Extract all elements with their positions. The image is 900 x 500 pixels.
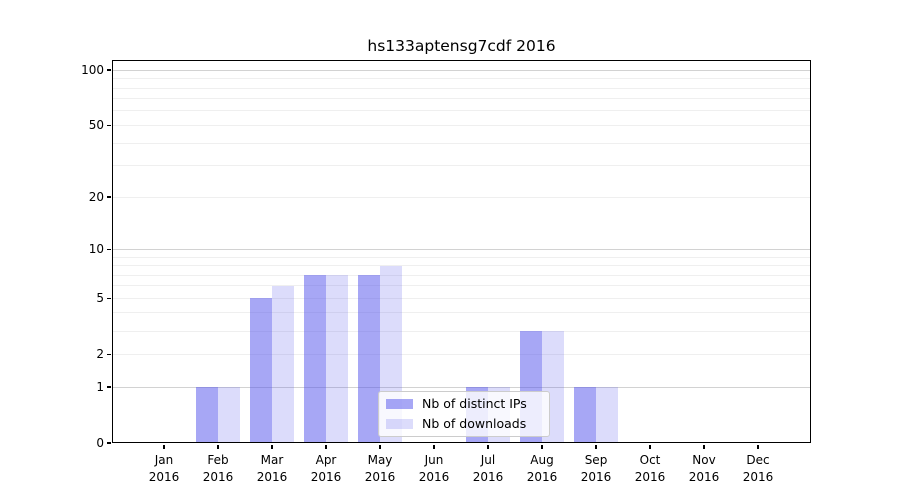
downloads-swatch [386,419,413,429]
x-tick-mark [325,445,327,449]
x-tick-mark [757,445,759,449]
bar-downloads [596,387,618,443]
bar-distinct-ips [304,275,326,443]
legend-label: Nb of distinct IPs [422,396,527,411]
bar-distinct-ips [250,298,272,443]
distinct-ips-swatch [386,399,413,409]
y-tick-mark [107,353,111,355]
minor-gridline [112,285,811,287]
x-tick-mark [379,445,381,449]
legend-item: Nb of downloads [386,417,541,431]
minor-gridline [112,297,811,299]
x-tick-label: Jul 2016 [472,453,504,484]
x-tick-label: Apr 2016 [310,453,342,484]
x-tick-mark [487,445,489,449]
minor-gridline [112,78,811,80]
x-tick-label: May 2016 [364,453,396,484]
x-tick-label: Sep 2016 [580,453,612,484]
minor-gridline [112,124,811,126]
x-tick-mark [271,445,273,449]
x-tick-mark [433,445,435,449]
bar-distinct-ips [574,387,596,443]
x-tick-mark [541,445,543,449]
y-tick-mark [107,248,111,250]
legend-label: Nb of downloads [422,416,527,431]
major-gridline [112,386,811,388]
x-tick-label: Mar 2016 [256,453,288,484]
y-tick-mark [107,196,111,198]
minor-gridline [112,274,811,276]
x-tick-mark [649,445,651,449]
legend-item: Nb of distinct IPs [386,397,541,411]
y-tick-label: 10 [88,242,104,257]
major-gridline [112,248,811,250]
legend: Nb of distinct IPs Nb of downloads [378,391,550,437]
minor-gridline [112,87,811,89]
bar-downloads [326,275,348,443]
minor-gridline [112,196,811,198]
y-tick-label: 20 [88,190,104,205]
minor-gridline [112,330,811,332]
y-tick-label: 50 [88,118,104,133]
bar-downloads [218,387,240,443]
x-tick-label: Jun 2016 [418,453,450,484]
x-tick-mark [703,445,705,449]
x-tick-mark [217,445,219,449]
x-tick-label: Jan 2016 [148,453,180,484]
x-tick-mark [163,445,165,449]
y-tick-mark [107,297,111,299]
major-gridline [112,69,811,71]
minor-gridline [112,142,811,144]
y-tick-label: 5 [96,291,104,306]
bar-distinct-ips [358,275,380,443]
bar-distinct-ips [196,387,218,443]
minor-gridline [112,265,811,266]
y-tick-mark [107,386,111,388]
y-tick-label: 0 [96,436,104,450]
y-tick-label: 2 [96,347,104,362]
minor-gridline [112,98,811,100]
y-tick-label: 100 [81,63,104,78]
bar-downloads [272,285,294,443]
y-tick-mark [107,69,111,71]
minor-gridline [112,110,811,112]
x-tick-mark [595,445,597,449]
minor-gridline [112,256,811,258]
x-tick-label: Nov 2016 [688,453,720,484]
y-tick-mark [107,442,111,444]
x-tick-label: Feb 2016 [202,453,234,484]
y-tick-label: 1 [96,380,104,394]
minor-gridline [112,353,811,355]
x-tick-label: Aug 2016 [526,453,558,484]
minor-gridline [112,312,811,314]
minor-gridline [112,165,811,167]
x-tick-label: Oct 2016 [634,453,666,484]
x-tick-label: Dec 2016 [742,453,774,484]
y-tick-mark [107,124,111,127]
chart-title: hs133aptensg7cdf 2016 [367,37,556,55]
